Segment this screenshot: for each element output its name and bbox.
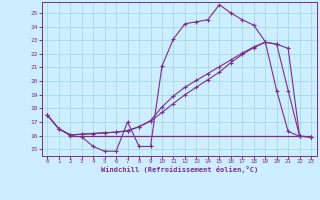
X-axis label: Windchill (Refroidissement éolien,°C): Windchill (Refroidissement éolien,°C)	[100, 166, 258, 173]
